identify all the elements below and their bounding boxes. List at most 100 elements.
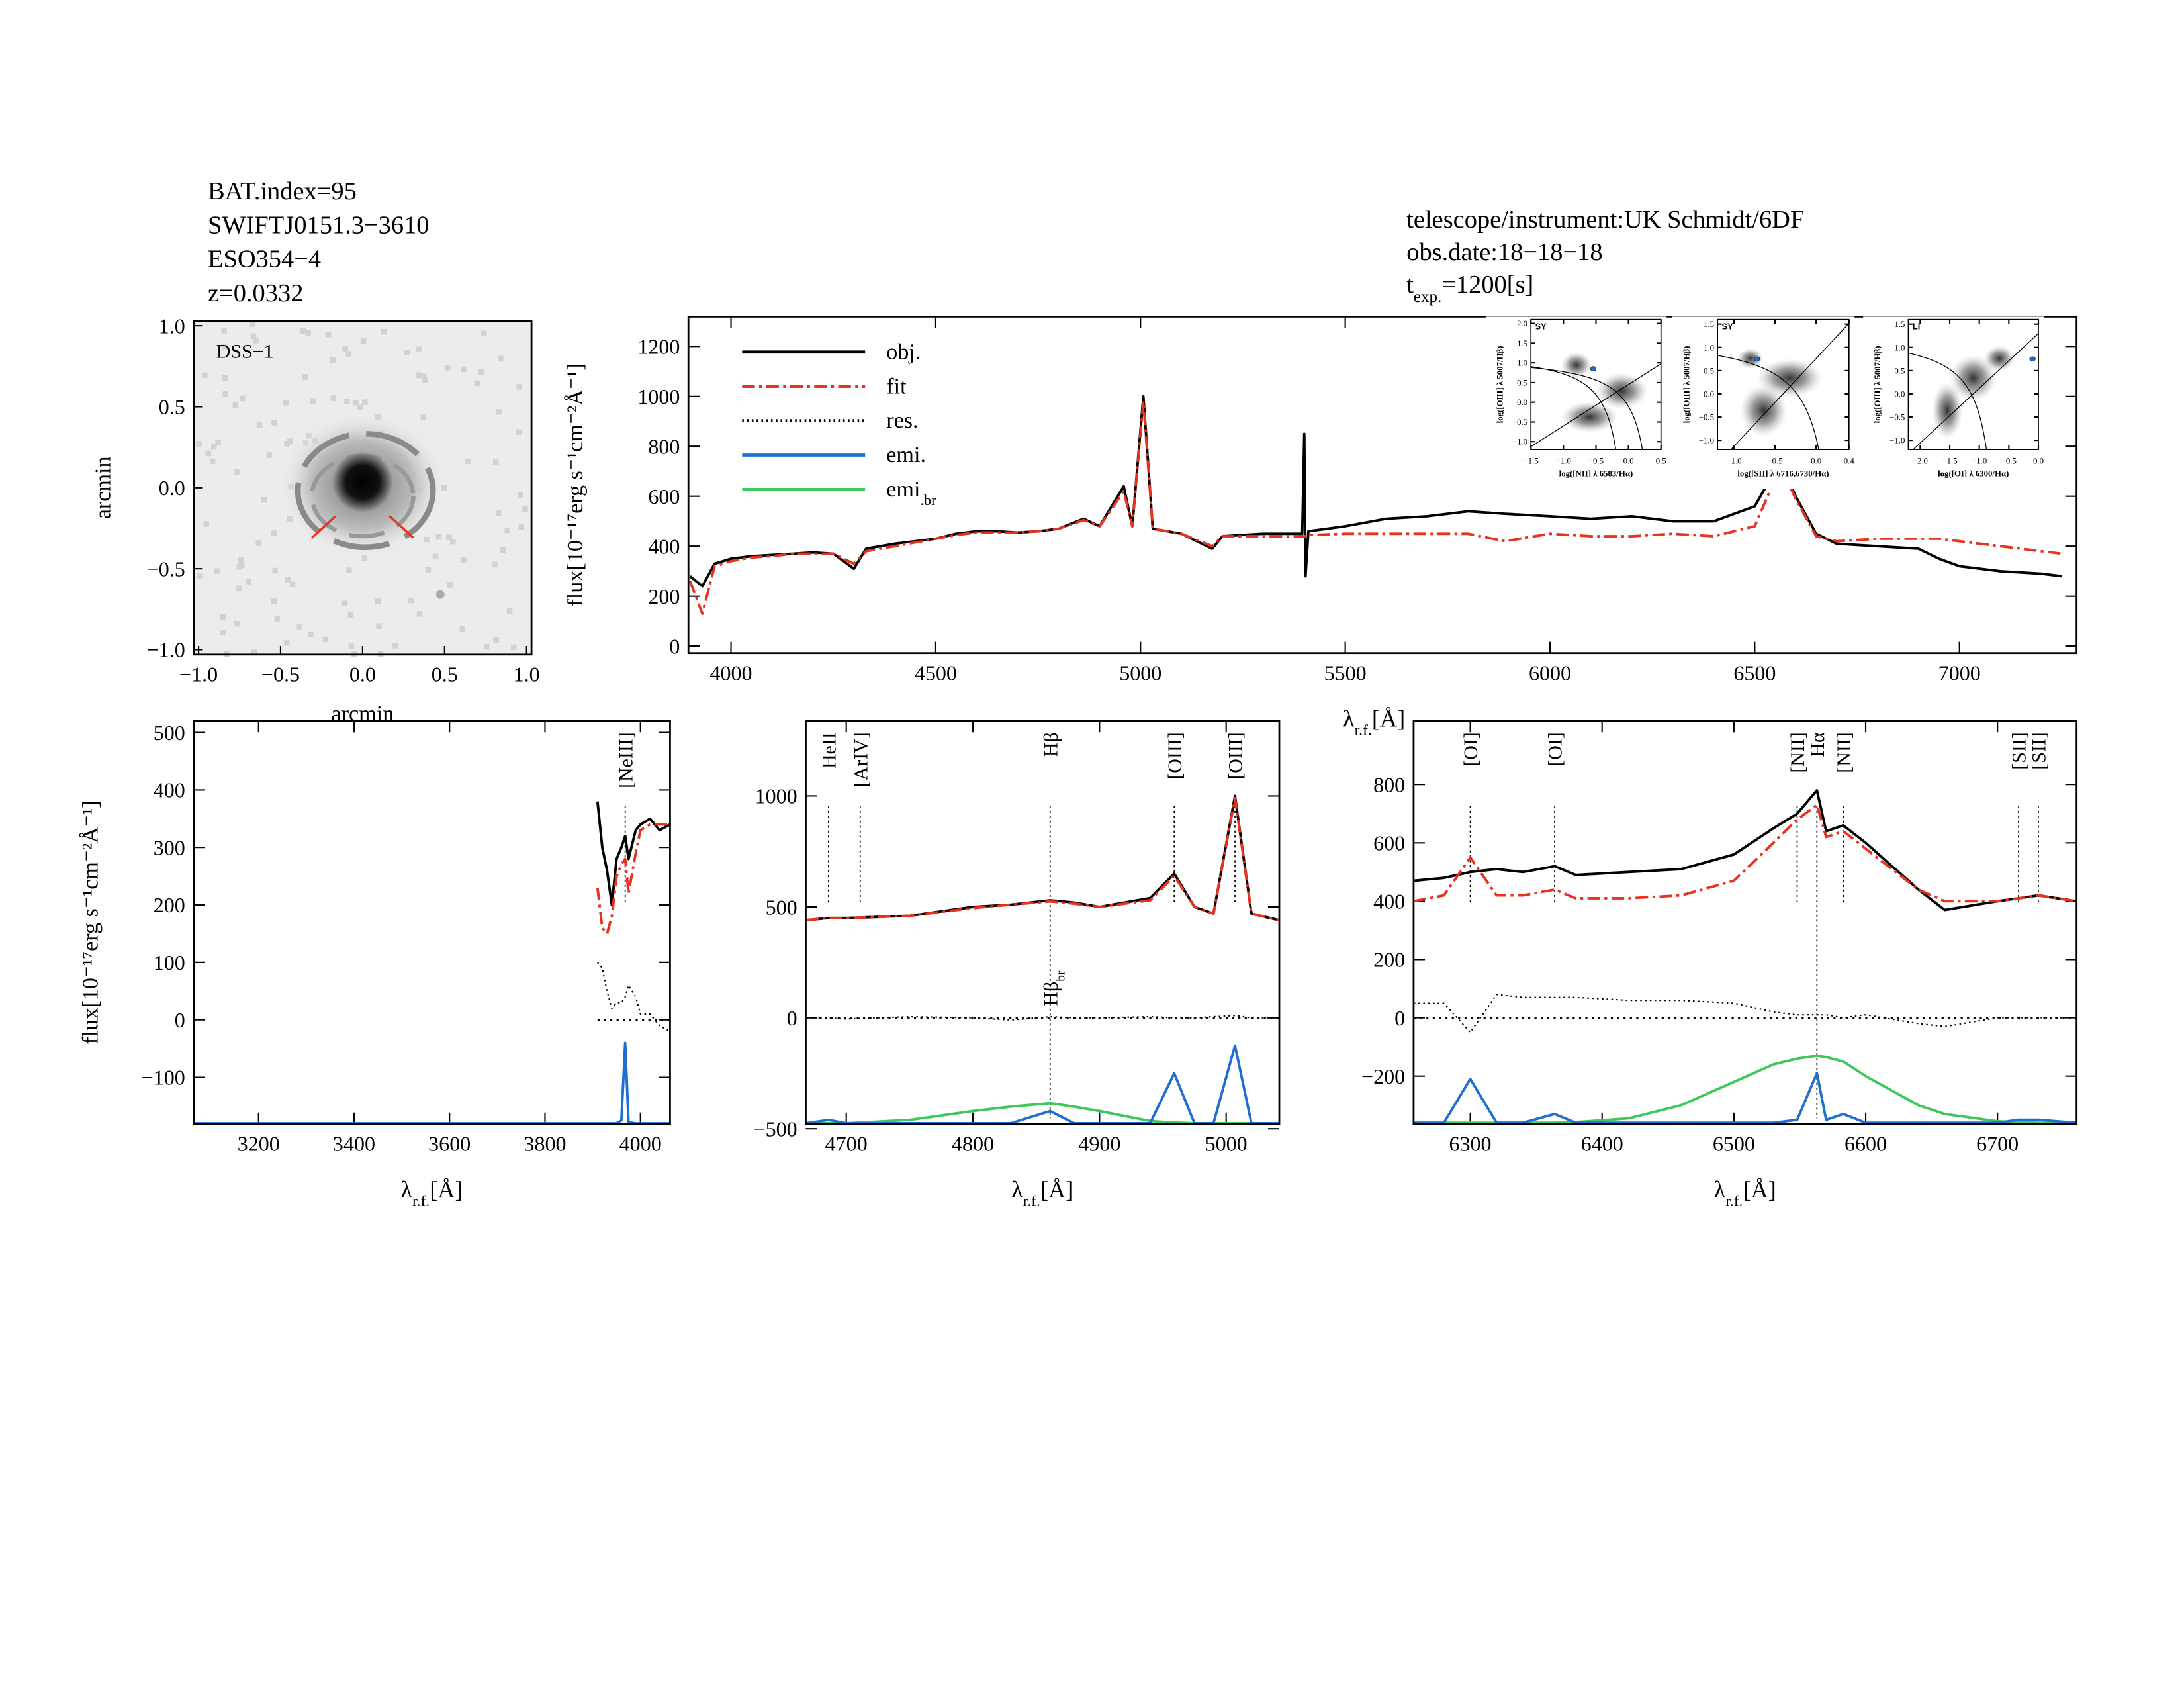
plot-frame (1530, 318, 1662, 450)
noise (272, 567, 279, 574)
y-tick-label: 0 (175, 1008, 185, 1032)
plot-frame (1717, 318, 1850, 450)
x-tick-label: 5000 (1205, 1131, 1248, 1155)
legend-label-part: emi (886, 477, 920, 502)
noise (238, 557, 244, 563)
density-contour (1561, 352, 1592, 379)
plot-layer (805, 794, 1280, 1124)
line-label-part: [OI] (1460, 732, 1482, 766)
y-tick-label: 0.0 (1704, 389, 1714, 399)
line-label: [OIII] (1164, 732, 1186, 779)
y-tick-label: 800 (1373, 773, 1405, 796)
line-label-part: Hβ (1040, 982, 1062, 1006)
demarcation-curve (1908, 352, 1987, 450)
spectrum-line (1413, 789, 2077, 912)
plot-area (1413, 721, 2077, 1124)
x-tick-label: 6000 (1529, 661, 1571, 684)
y-tick-label: 600 (648, 485, 680, 508)
x-tick-label: 6500 (1713, 1131, 1755, 1155)
noise (481, 330, 487, 336)
line-label-part: HeII (819, 732, 841, 769)
x-tick-label: 4000 (619, 1131, 662, 1155)
line-label-part: [NeIII] (615, 732, 637, 788)
noise (375, 598, 381, 604)
density-contour (1756, 358, 1823, 398)
header-line: texp.=1200[s] (1406, 271, 1533, 305)
class-label: SY (1535, 322, 1547, 332)
noise (250, 333, 257, 340)
panel-label: DSS−1 (216, 340, 274, 362)
noise (447, 582, 453, 588)
noise (357, 404, 363, 410)
noise (221, 344, 228, 350)
y-tick-label: 1.5 (1517, 339, 1527, 348)
noise (211, 444, 217, 450)
noise (205, 450, 212, 457)
legend-label-part: res. (886, 408, 918, 433)
noise (305, 330, 311, 336)
marker (311, 515, 337, 539)
noise (376, 623, 382, 630)
y-tick-label: 200 (154, 893, 185, 917)
noise (253, 338, 259, 344)
noise (234, 469, 240, 475)
noise (404, 350, 410, 355)
y-tick-label: −500 (754, 1117, 797, 1141)
y-tick-label: −1.0 (147, 638, 185, 662)
noise (221, 328, 227, 334)
density-contour (1737, 348, 1764, 369)
x-tick-label: −2.0 (1913, 457, 1928, 466)
demarcation-curve (1531, 367, 1643, 450)
noise (308, 631, 314, 637)
x-axis-label-part: λ (400, 1176, 412, 1203)
line-label-part: Hβ (1040, 732, 1062, 757)
noise (392, 643, 398, 649)
x-tick-label: 3800 (523, 1131, 566, 1155)
marker (388, 515, 414, 539)
plot-frame (193, 720, 671, 1125)
noise (483, 643, 490, 650)
plot-layer (688, 395, 2062, 615)
legend-label: emi.br (886, 477, 936, 508)
x-tick-label: 0.5 (1656, 457, 1666, 466)
y-tick-label: −0.5 (147, 557, 185, 581)
x-axis-label: λr.f.[Å] (1714, 1176, 1776, 1210)
x-tick-label: −0.5 (261, 662, 300, 686)
y-axis-label: flux[10⁻¹⁷erg s⁻¹cm⁻²Å⁻¹] (78, 800, 103, 1044)
x-tick-label: 3600 (428, 1131, 471, 1155)
noise (493, 637, 499, 643)
noise (214, 568, 220, 575)
noise (234, 620, 240, 627)
x-tick-label: 1.0 (514, 662, 540, 686)
line-label: Hβbr (1040, 970, 1068, 1006)
noise (459, 626, 466, 632)
spectrum-line (596, 801, 670, 906)
line-label: [OI] (1545, 732, 1567, 766)
x-axis-label-part: r.f. (1355, 722, 1372, 739)
plot-frame (193, 320, 533, 656)
noise (492, 459, 499, 465)
noise (330, 357, 336, 363)
x-axis-label: λr.f.[Å] (400, 1176, 463, 1210)
noise (266, 452, 272, 458)
noise (492, 561, 498, 568)
x-tick-label: 6700 (1976, 1131, 2019, 1155)
spectrum-line (1413, 804, 2077, 903)
x-axis-label: log([OI] λ 6300/Hα) (1938, 469, 2009, 479)
x-tick-label: 6600 (1844, 1131, 1887, 1155)
y-tick-label: 600 (1373, 831, 1405, 855)
header-line-part: t (1406, 271, 1414, 299)
line-label: Hα (1807, 732, 1829, 757)
x-tick-label: 3400 (333, 1131, 375, 1155)
noise (236, 585, 242, 592)
noise (424, 536, 430, 543)
noise (220, 614, 226, 621)
inset-layer (1531, 352, 1661, 450)
y-tick-label: 300 (154, 835, 185, 859)
noise (341, 600, 348, 606)
data-point (2029, 356, 2036, 362)
noise (261, 496, 267, 503)
noise (416, 346, 422, 352)
noise (222, 375, 228, 381)
noise (446, 534, 452, 541)
